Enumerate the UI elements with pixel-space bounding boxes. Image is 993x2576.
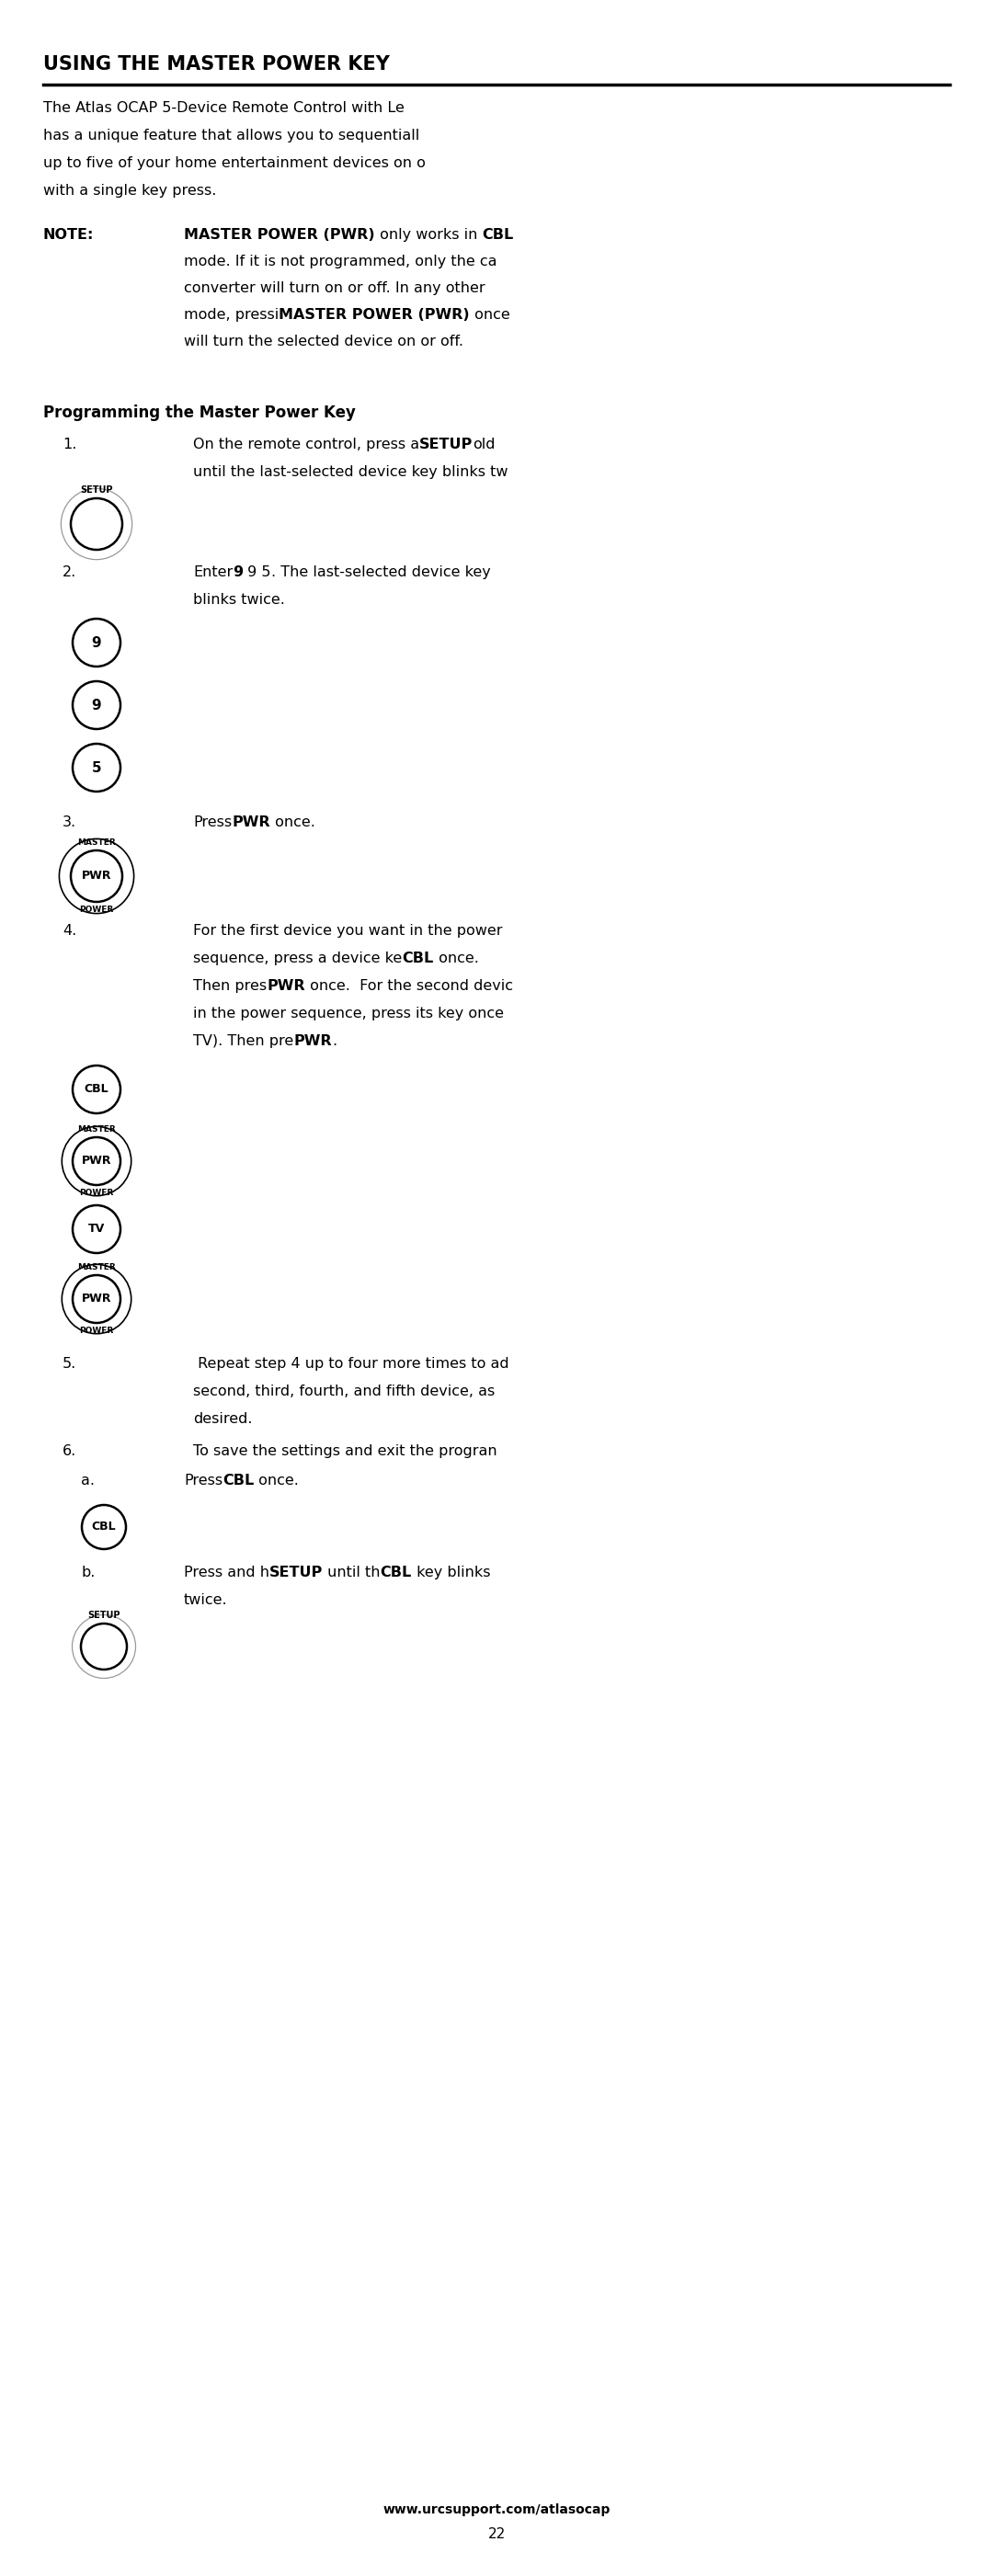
Text: once: once bbox=[470, 309, 510, 322]
Text: PWR: PWR bbox=[81, 871, 111, 881]
Text: mode. If it is not programmed, only the ca: mode. If it is not programmed, only the … bbox=[184, 255, 496, 268]
Text: CBL: CBL bbox=[222, 1473, 254, 1486]
Text: Press and h: Press and h bbox=[184, 1566, 269, 1579]
Text: b.: b. bbox=[80, 1566, 95, 1579]
Text: a.: a. bbox=[80, 1473, 94, 1486]
Text: .: . bbox=[332, 1033, 337, 1048]
Text: until th: until th bbox=[323, 1566, 380, 1579]
Text: SETUP: SETUP bbox=[419, 438, 473, 451]
Text: once.: once. bbox=[254, 1473, 299, 1486]
Text: sequence, press a device ke: sequence, press a device ke bbox=[193, 951, 402, 966]
Text: until the last-selected device key blinks tw: until the last-selected device key blink… bbox=[193, 466, 508, 479]
Text: 5.: 5. bbox=[63, 1358, 76, 1370]
Text: mode, pressi: mode, pressi bbox=[184, 309, 279, 322]
Text: key blinks: key blinks bbox=[412, 1566, 491, 1579]
Text: Repeat step 4 up to four more times to ad: Repeat step 4 up to four more times to a… bbox=[193, 1358, 509, 1370]
Text: . The last-selected device key: . The last-selected device key bbox=[271, 564, 491, 580]
Text: 2.: 2. bbox=[63, 564, 76, 580]
Text: Programming the Master Power Key: Programming the Master Power Key bbox=[44, 404, 355, 420]
Text: POWER: POWER bbox=[79, 1327, 113, 1334]
Text: CBL: CBL bbox=[380, 1566, 412, 1579]
Text: SETUP: SETUP bbox=[80, 484, 113, 495]
Text: desired.: desired. bbox=[193, 1412, 252, 1427]
Text: USING THE MASTER POWER KEY: USING THE MASTER POWER KEY bbox=[44, 54, 389, 75]
Text: Press: Press bbox=[184, 1473, 222, 1486]
Text: On the remote control, press a: On the remote control, press a bbox=[193, 438, 419, 451]
Text: PWR: PWR bbox=[81, 1154, 111, 1167]
Text: has a unique feature that allows you to sequentiall: has a unique feature that allows you to … bbox=[44, 129, 419, 142]
Text: TV: TV bbox=[88, 1224, 105, 1234]
Text: 22: 22 bbox=[488, 2527, 505, 2540]
Text: blinks twice.: blinks twice. bbox=[193, 592, 285, 608]
Text: PWR: PWR bbox=[294, 1033, 332, 1048]
Text: PWR: PWR bbox=[267, 979, 305, 992]
Text: CBL: CBL bbox=[84, 1084, 109, 1095]
Text: CBL: CBL bbox=[402, 951, 434, 966]
Text: up to five of your home entertainment devices on o: up to five of your home entertainment de… bbox=[44, 157, 426, 170]
Text: www.urcsupport.com/atlasocap: www.urcsupport.com/atlasocap bbox=[382, 2504, 611, 2517]
Text: NOTE:: NOTE: bbox=[44, 229, 94, 242]
Text: MASTER: MASTER bbox=[77, 837, 116, 848]
Text: converter will turn on or off. In any other: converter will turn on or off. In any ot… bbox=[184, 281, 486, 296]
Text: Then pres: Then pres bbox=[193, 979, 267, 992]
Text: To save the settings and exit the progran: To save the settings and exit the progra… bbox=[193, 1445, 497, 1458]
Text: PWR: PWR bbox=[231, 817, 270, 829]
Text: Enter: Enter bbox=[193, 564, 232, 580]
Text: TV). Then pre: TV). Then pre bbox=[193, 1033, 294, 1048]
Text: POWER: POWER bbox=[79, 1188, 113, 1198]
Text: once.: once. bbox=[434, 951, 479, 966]
Text: 9: 9 bbox=[91, 636, 101, 649]
Text: PWR: PWR bbox=[81, 1293, 111, 1306]
Text: old: old bbox=[473, 438, 496, 451]
Text: second, third, fourth, and fifth device, as: second, third, fourth, and fifth device,… bbox=[193, 1383, 495, 1399]
Text: will turn the selected device on or off.: will turn the selected device on or off. bbox=[184, 335, 464, 348]
Text: only works in: only works in bbox=[374, 229, 482, 242]
Text: 9: 9 bbox=[91, 698, 101, 711]
Text: CBL: CBL bbox=[91, 1520, 116, 1533]
Text: 5: 5 bbox=[91, 760, 101, 775]
Text: SETUP: SETUP bbox=[269, 1566, 323, 1579]
Text: MASTER POWER (PWR): MASTER POWER (PWR) bbox=[279, 309, 470, 322]
Text: CBL: CBL bbox=[482, 229, 513, 242]
Text: once.: once. bbox=[270, 817, 315, 829]
Text: MASTER POWER (PWR): MASTER POWER (PWR) bbox=[184, 229, 374, 242]
Text: in the power sequence, press its key once: in the power sequence, press its key onc… bbox=[193, 1007, 503, 1020]
Text: twice.: twice. bbox=[184, 1592, 227, 1607]
Text: MASTER: MASTER bbox=[77, 1126, 116, 1133]
Text: Press: Press bbox=[193, 817, 231, 829]
Text: The Atlas OCAP 5-Device Remote Control with Le: The Atlas OCAP 5-Device Remote Control w… bbox=[44, 100, 404, 116]
Text: 9 5: 9 5 bbox=[243, 564, 271, 580]
Text: 9: 9 bbox=[232, 564, 243, 580]
Text: 4.: 4. bbox=[63, 925, 76, 938]
Text: POWER: POWER bbox=[79, 907, 113, 914]
Text: SETUP: SETUP bbox=[87, 1610, 120, 1620]
Text: 3.: 3. bbox=[63, 817, 76, 829]
Text: MASTER: MASTER bbox=[77, 1262, 116, 1273]
Text: 1.: 1. bbox=[63, 438, 76, 451]
Text: For the first device you want in the power: For the first device you want in the pow… bbox=[193, 925, 502, 938]
Text: with a single key press.: with a single key press. bbox=[44, 183, 216, 198]
Text: once.  For the second devic: once. For the second devic bbox=[305, 979, 512, 992]
Text: 6.: 6. bbox=[63, 1445, 76, 1458]
